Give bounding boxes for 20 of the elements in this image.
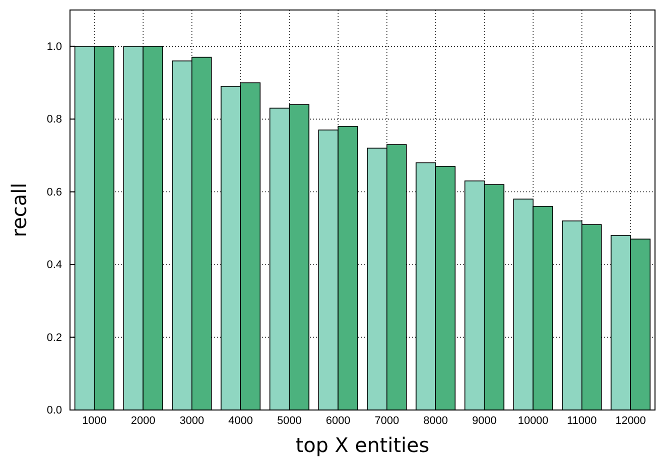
x-tick-label: 3000	[180, 414, 204, 427]
x-tick-label: 1000	[82, 414, 107, 427]
y-tick-label: 1.0	[46, 40, 62, 53]
y-tick-label: 0.4	[46, 259, 62, 272]
x-tick-label: 5000	[277, 414, 302, 427]
x-tick-label: 7000	[374, 414, 400, 427]
x-tick-label: 2000	[130, 414, 156, 427]
x-axis-title: top X entities	[296, 433, 430, 457]
x-tick-label: 8000	[423, 414, 448, 427]
x-tick-label: 10000	[518, 414, 548, 427]
x-tick-label: 12000	[615, 414, 646, 427]
y-tick-label: 0.2	[46, 332, 62, 344]
y-axis-title: recall	[7, 182, 31, 238]
y-tick-label: 0.0	[46, 404, 62, 417]
y-tick-label: 0.6	[46, 186, 62, 198]
x-tick-label: 11000	[566, 414, 597, 427]
y-tick-label: 0.8	[46, 114, 62, 126]
x-tick-label: 4000	[228, 414, 253, 427]
x-tick-label: 9000	[472, 414, 497, 427]
x-tick-label: 6000	[326, 414, 350, 427]
